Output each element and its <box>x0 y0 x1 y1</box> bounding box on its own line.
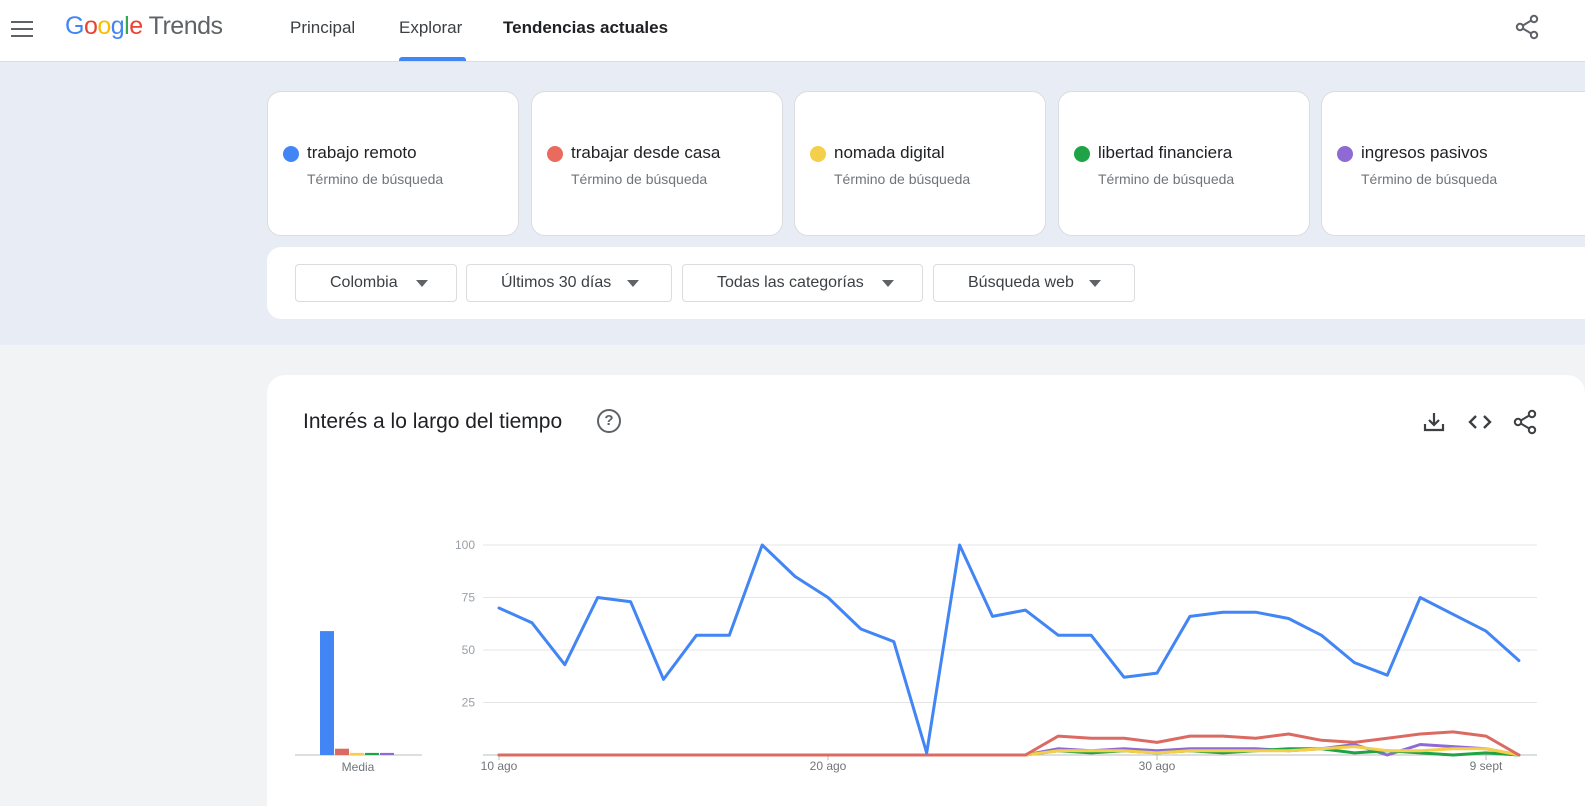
interest-over-time-card <box>267 375 1585 806</box>
region-dropdown[interactable]: Colombia <box>295 264 457 302</box>
term-color-dot <box>547 146 563 162</box>
download-icon[interactable] <box>1421 409 1447 435</box>
term-card-1[interactable]: trabajo remoto Término de búsqueda <box>267 91 519 236</box>
tab-explorar[interactable]: Explorar <box>399 18 463 37</box>
term-type: Término de búsqueda <box>834 171 971 187</box>
term-name: libertad financiera <box>1098 143 1233 162</box>
tab-principal[interactable]: Principal <box>290 18 356 37</box>
logo-trends-wordmark: Trends <box>148 12 223 40</box>
tab-tendencias-actuales[interactable]: Tendencias actuales <box>503 18 669 37</box>
term-card-4[interactable]: libertad financiera Término de búsqueda <box>1058 91 1310 236</box>
chevron-down-icon <box>1089 280 1101 287</box>
category-dropdown[interactable]: Todas las categorías <box>682 264 923 302</box>
search-type-dropdown[interactable]: Búsqueda web <box>933 264 1135 302</box>
term-color-dot <box>1074 146 1090 162</box>
embed-code-icon[interactable] <box>1467 409 1493 435</box>
term-color-dot <box>283 146 299 162</box>
chart-title: Interés a lo largo del tiempo <box>303 410 563 433</box>
logo-google-wordmark: Google <box>65 12 143 40</box>
category-value: Todas las categorías <box>717 274 864 291</box>
share-chart-icon[interactable] <box>1512 409 1538 435</box>
term-type: Término de búsqueda <box>307 171 444 187</box>
term-type: Término de búsqueda <box>1361 171 1498 187</box>
chevron-down-icon <box>416 280 428 287</box>
region-value: Colombia <box>330 274 398 291</box>
hamburger-menu-icon[interactable] <box>10 17 34 41</box>
google-trends-logo[interactable]: Google Trends <box>65 12 223 41</box>
active-tab-indicator <box>399 57 466 61</box>
filter-panel <box>267 247 1585 319</box>
term-card-5[interactable]: ingresos pasivos Término de búsqueda <box>1321 91 1585 236</box>
term-name: trabajar desde casa <box>571 143 721 162</box>
term-name: trabajo remoto <box>307 143 417 162</box>
share-icon[interactable] <box>1514 14 1540 40</box>
term-card-2[interactable]: trabajar desde casa Término de búsqueda <box>531 91 783 236</box>
chevron-down-icon <box>627 280 639 287</box>
top-app-bar: Google Trends Principal Explorar Tendenci… <box>0 0 1585 62</box>
term-type: Término de búsqueda <box>571 171 708 187</box>
term-color-dot <box>810 146 826 162</box>
term-card-3[interactable]: nomada digital Término de búsqueda <box>794 91 1046 236</box>
chevron-down-icon <box>882 280 894 287</box>
search-type-value: Búsqueda web <box>968 274 1074 291</box>
term-name: ingresos pasivos <box>1361 143 1488 162</box>
term-color-dot <box>1337 146 1353 162</box>
help-icon[interactable]: ? <box>597 409 621 433</box>
period-value: Últimos 30 días <box>501 274 612 291</box>
period-dropdown[interactable]: Últimos 30 días <box>466 264 672 302</box>
term-type: Término de búsqueda <box>1098 171 1235 187</box>
term-name: nomada digital <box>834 143 945 162</box>
